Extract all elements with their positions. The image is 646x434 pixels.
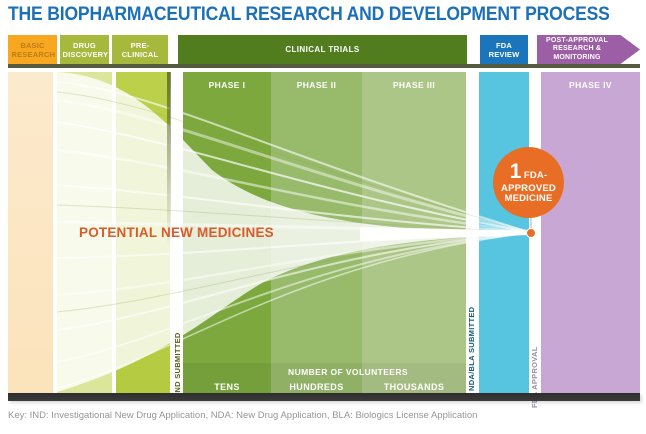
header-underline bbox=[8, 64, 640, 68]
stage-pre-clinical: PRE-CLINICAL bbox=[112, 35, 168, 64]
column-basic-research bbox=[8, 72, 53, 393]
stage-basic-research: BASIC RESEARCH bbox=[8, 35, 57, 64]
bottom-bar bbox=[8, 393, 640, 401]
volunteers-tens: TENS bbox=[214, 381, 240, 392]
number-of-volunteers-title: NUMBER OF VOLUNTEERS bbox=[288, 367, 408, 377]
badge-fda-text: FDA- bbox=[523, 169, 548, 181]
phase-4-label: PHASE IV bbox=[569, 80, 612, 90]
stage-pre-clinical-label: PRE-CLINICAL bbox=[121, 40, 159, 59]
stage-post-approval-arrow: POST-APPROVAL RESEARCH & MONITORING bbox=[537, 35, 640, 64]
column-phase-2 bbox=[271, 72, 362, 393]
badge-medicine-text: MEDICINE bbox=[504, 192, 553, 204]
volunteers-thousands: THOUSANDS bbox=[383, 381, 445, 392]
stage-clinical-trials-label: CLINICAL TRIALS bbox=[285, 44, 360, 54]
page-title: THE BIOPHARMACEUTICAL RESEARCH AND DEVEL… bbox=[8, 3, 610, 25]
potential-new-medicines-label: POTENTIAL NEW MEDICINES bbox=[79, 225, 274, 240]
stage-drug-discovery: DRUG DISCOVERY bbox=[60, 35, 109, 64]
abbreviation-key: Key: IND: Investigational New Drug Appli… bbox=[8, 410, 478, 421]
badge-count: 1 bbox=[509, 159, 522, 183]
column-fda-review bbox=[479, 72, 529, 393]
column-phase-3 bbox=[362, 72, 466, 393]
phase-1-label: PHASE I bbox=[208, 80, 246, 90]
column-phase-4 bbox=[541, 72, 640, 393]
badge-line-1: 1 FDA- bbox=[509, 159, 548, 184]
milestone-ind-submitted: IND SUBMITTED bbox=[173, 332, 182, 395]
stage-fda-review-label: FDA REVIEW bbox=[488, 40, 520, 59]
fda-approved-medicine-badge: 1 FDA- APPROVED MEDICINE bbox=[493, 147, 564, 218]
stage-drug-discovery-label: DRUG DISCOVERY bbox=[62, 40, 109, 59]
stage-fda-review: FDA REVIEW bbox=[480, 35, 528, 64]
approved-medicine-dot bbox=[526, 227, 536, 238]
phase-2-label: PHASE II bbox=[296, 80, 337, 90]
phase-3-label: PHASE III bbox=[392, 80, 436, 90]
stage-clinical-trials: CLINICAL TRIALS bbox=[178, 35, 467, 64]
stage-basic-research-label: BASIC RESEARCH bbox=[11, 40, 56, 59]
badge-connector-line bbox=[529, 217, 532, 228]
volunteers-hundreds: HUNDREDS bbox=[289, 381, 344, 392]
stage-post-approval-label: POST-APPROVAL RESEARCH & MONITORING bbox=[546, 36, 608, 61]
ind-divider-shadow bbox=[167, 72, 171, 247]
